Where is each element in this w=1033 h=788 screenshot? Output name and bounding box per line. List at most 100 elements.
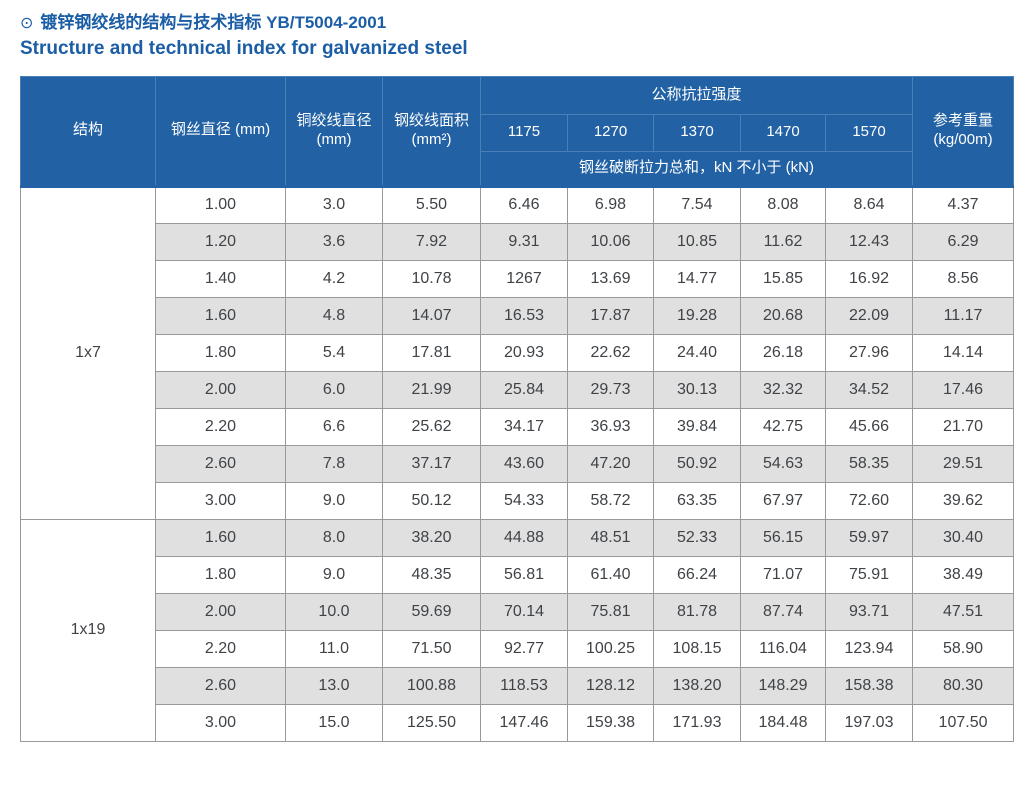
- data-cell: 20.93: [480, 333, 568, 372]
- data-cell: 13.0: [285, 666, 383, 705]
- data-cell: 44.88: [480, 518, 568, 557]
- data-cell: 71.07: [740, 555, 826, 594]
- data-cell: 128.12: [567, 666, 654, 705]
- data-cell: 66.24: [653, 555, 741, 594]
- data-cell: 8.56: [912, 259, 1015, 298]
- data-cell: 38.20: [382, 518, 481, 557]
- data-cell: 8.08: [740, 185, 826, 224]
- strand-area-label: 钢绞线面积: [393, 111, 469, 129]
- data-cell: 9.0: [285, 555, 383, 594]
- data-cell: 11.17: [912, 296, 1015, 335]
- data-cell: 1.00: [155, 185, 286, 224]
- data-cell: 12.43: [824, 222, 914, 261]
- data-cell: 159.38: [567, 703, 654, 742]
- data-cell: 8.0: [285, 518, 383, 557]
- data-cell: 15.0: [285, 703, 383, 742]
- data-cell: 171.93: [653, 703, 741, 742]
- data-cell: 50.92: [653, 444, 741, 483]
- table-row: 2.60 7.8 37.17 43.60 47.20 50.92 54.63 58.35 29.…: [21, 444, 1015, 483]
- data-cell: 37.17: [382, 444, 481, 483]
- table-row: 1.80 9.0 48.35 56.81 61.40 66.24 71.07 75.91 38.…: [21, 555, 1015, 594]
- data-cell: 22.62: [567, 333, 654, 372]
- data-cell: 100.25: [567, 629, 654, 668]
- data-cell: 10.06: [567, 222, 654, 261]
- data-cell: 13.69: [567, 259, 654, 298]
- data-cell: 10.0: [285, 592, 383, 631]
- col-header-ref-weight: 参考重量 (kg/00m): [912, 75, 1015, 188]
- data-cell: 39.84: [653, 407, 741, 446]
- data-cell: 56.81: [480, 555, 568, 594]
- data-cell: 3.00: [155, 481, 286, 520]
- data-cell: 3.0: [285, 185, 383, 224]
- data-cell: 7.8: [285, 444, 383, 483]
- ref-weight-unit: (kg/00m): [933, 130, 993, 148]
- data-cell: 2.00: [155, 592, 286, 631]
- data-cell: 4.8: [285, 296, 383, 335]
- page-title-zh-row: ⊙ 镀锌钢绞线的结构与技术指标 YB/T5004-2001: [20, 12, 1013, 35]
- data-cell: 58.72: [567, 481, 654, 520]
- data-cell: 1.20: [155, 222, 286, 261]
- data-cell: 17.87: [567, 296, 654, 335]
- data-cell: 47.51: [912, 592, 1015, 631]
- table-row: 3.00 9.0 50.12 54.33 58.72 63.35 67.97 72.60 39.…: [21, 481, 1015, 520]
- data-cell: 34.17: [480, 407, 568, 446]
- table-row: 1.60 4.8 14.07 16.53 17.87 19.28 20.68 22.09 11.…: [21, 296, 1015, 335]
- data-cell: 6.29: [912, 222, 1015, 261]
- data-cell: 2.60: [155, 666, 286, 705]
- data-cell: 32.32: [740, 370, 826, 409]
- data-cell: 21.99: [382, 370, 481, 409]
- data-cell: 6.6: [285, 407, 383, 446]
- data-cell: 138.20: [653, 666, 741, 705]
- data-cell: 30.13: [653, 370, 741, 409]
- col-header-strand-diameter: 铜绞线直径 (mm): [285, 75, 383, 188]
- data-cell: 8.64: [824, 185, 914, 224]
- data-cell: 1.80: [155, 333, 286, 372]
- data-cell: 1267: [480, 259, 568, 298]
- data-cell: 59.69: [382, 592, 481, 631]
- data-cell: 47.20: [567, 444, 654, 483]
- data-cell: 42.75: [740, 407, 826, 446]
- data-cell: 15.85: [740, 259, 826, 298]
- data-cell: 22.09: [824, 296, 914, 335]
- data-cell: 14.07: [382, 296, 481, 335]
- tensile-grade-row: 1175 1270 1370 1470 1570: [21, 113, 1014, 152]
- data-cell: 6.0: [285, 370, 383, 409]
- data-cell: 19.28: [653, 296, 741, 335]
- col-header-tensile-note: 钢丝破断拉力总和，kN 不小于 (kN): [479, 150, 914, 188]
- structure-cell: 1x7: [20, 185, 156, 520]
- data-cell: 4.2: [285, 259, 383, 298]
- table-row: 1x7 1.00 3.0 5.50 6.46 6.98 7.54 8.08 8.64 4.37: [20, 185, 1015, 520]
- page-title-zh: 镀锌钢绞线的结构与技术指标 YB/T5004-2001: [40, 13, 387, 32]
- data-cell: 11.0: [285, 629, 383, 668]
- data-cell: 20.68: [740, 296, 826, 335]
- data-cell: 2.20: [155, 407, 286, 446]
- data-cell: 25.84: [480, 370, 568, 409]
- data-cell: 16.53: [480, 296, 568, 335]
- data-cell: 92.77: [480, 629, 568, 668]
- data-cell: 14.14: [912, 333, 1015, 372]
- data-cell: 26.18: [740, 333, 826, 372]
- data-cell: 148.29: [740, 666, 826, 705]
- table-row: 1.40 4.2 10.78 1267 13.69 14.77 15.85 16.92 8.56: [21, 259, 1015, 298]
- spec-table: 结构 钢丝直径 (mm) 铜绞线直径 (mm) 钢绞线面积 (mm²) 公称抗拉…: [20, 75, 1015, 742]
- data-cell: 54.63: [740, 444, 826, 483]
- table-row: 1.20 3.6 7.92 9.31 10.06 10.85 11.62 12.43 6.29: [21, 222, 1015, 261]
- data-cell: 7.92: [382, 222, 481, 261]
- data-cell: 75.91: [824, 555, 914, 594]
- data-cell: 5.50: [382, 185, 481, 224]
- data-cell: 184.48: [740, 703, 826, 742]
- data-cell: 125.50: [382, 703, 481, 742]
- data-cell: 27.96: [824, 333, 914, 372]
- data-cell: 38.49: [912, 555, 1015, 594]
- col-header-structure: 结构: [20, 75, 156, 188]
- data-cell: 67.97: [740, 481, 826, 520]
- data-cell: 14.77: [653, 259, 741, 298]
- page: ⊙ 镀锌钢绞线的结构与技术指标 YB/T5004-2001 Structure …: [20, 12, 1015, 742]
- data-cell: 71.50: [382, 629, 481, 668]
- table-row: 2.20 11.0 71.50 92.77 100.25 108.15 116.04 123.…: [21, 629, 1015, 668]
- data-cell: 43.60: [480, 444, 568, 483]
- data-cell: 9.31: [480, 222, 568, 261]
- col-header-tensile-group: 公称抗拉强度: [479, 75, 914, 115]
- data-cell: 10.78: [382, 259, 481, 298]
- data-cell: 36.93: [567, 407, 654, 446]
